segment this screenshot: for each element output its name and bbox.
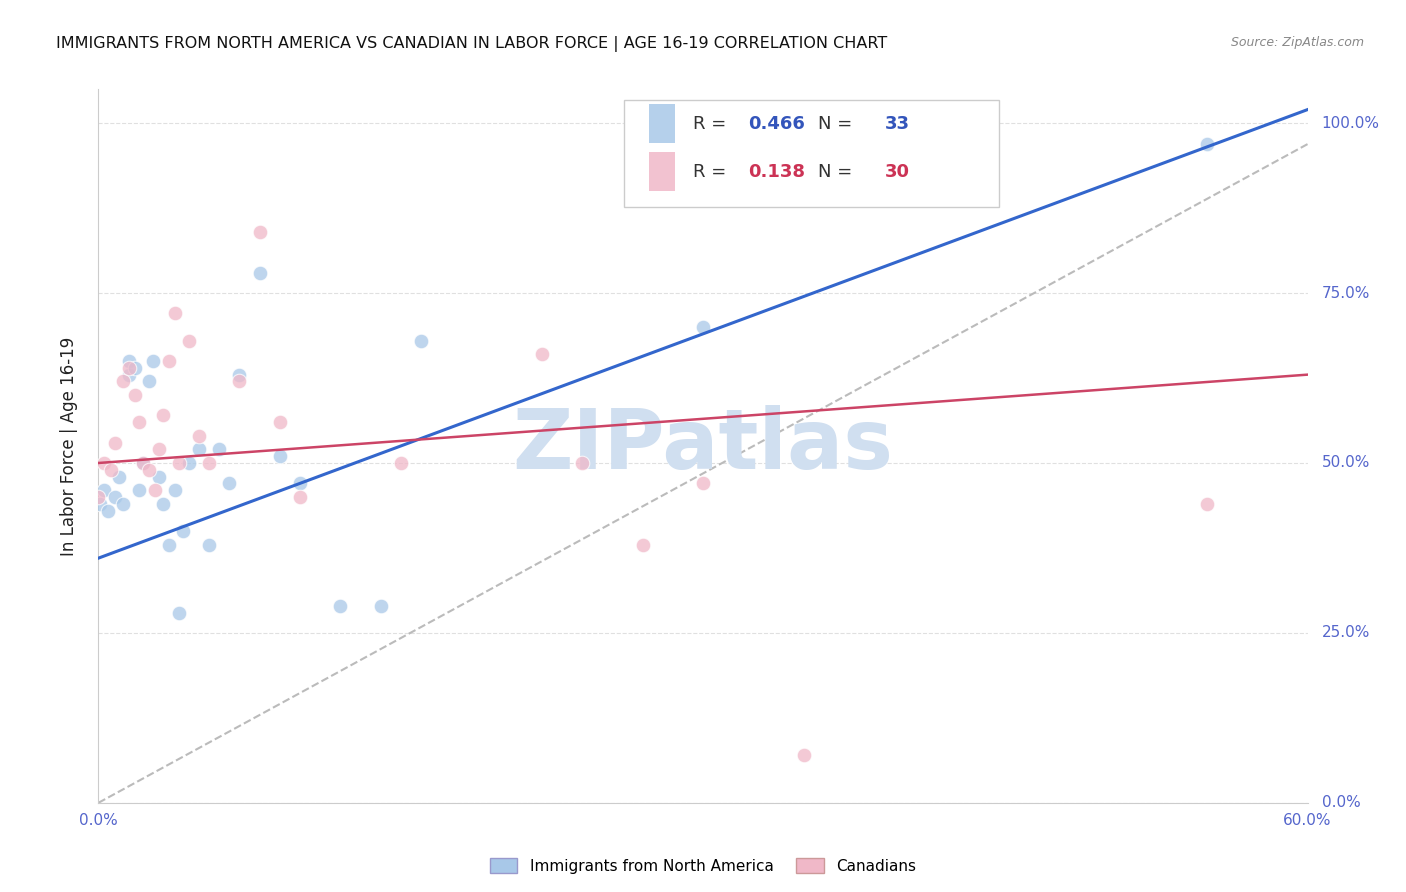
Text: 50.0%: 50.0% — [1322, 456, 1369, 470]
Point — [249, 266, 271, 280]
Point — [163, 483, 186, 498]
Point — [128, 415, 150, 429]
Point — [370, 599, 392, 613]
Point — [152, 497, 174, 511]
Point — [329, 599, 352, 613]
Point — [172, 524, 194, 538]
Point — [177, 334, 201, 348]
Text: N =: N = — [818, 115, 858, 133]
Text: 100.0%: 100.0% — [1322, 116, 1379, 131]
Y-axis label: In Labor Force | Age 16-19: In Labor Force | Age 16-19 — [59, 336, 77, 556]
Text: IMMIGRANTS FROM NORTH AMERICA VS CANADIAN IN LABOR FORCE | AGE 16-19 CORRELATION: IMMIGRANTS FROM NORTH AMERICA VS CANADIA… — [56, 36, 887, 52]
Point — [228, 375, 250, 389]
Point — [107, 469, 129, 483]
Point — [142, 354, 165, 368]
Text: R =: R = — [693, 162, 733, 181]
Text: 25.0%: 25.0% — [1322, 625, 1369, 640]
Point — [103, 490, 125, 504]
Point — [148, 469, 170, 483]
Point — [152, 409, 174, 423]
Text: Source: ZipAtlas.com: Source: ZipAtlas.com — [1230, 36, 1364, 49]
Point — [103, 435, 125, 450]
Legend: Immigrants from North America, Canadians: Immigrants from North America, Canadians — [484, 852, 922, 880]
Point — [389, 456, 412, 470]
Point — [198, 537, 221, 551]
Point — [157, 354, 180, 368]
Point — [218, 476, 240, 491]
Point — [111, 497, 134, 511]
Point — [118, 368, 141, 382]
Text: R =: R = — [693, 115, 733, 133]
Point — [157, 537, 180, 551]
Point — [118, 354, 141, 368]
Text: 0.0%: 0.0% — [1322, 796, 1361, 810]
Point — [124, 388, 146, 402]
Point — [269, 415, 291, 429]
Point — [163, 306, 186, 320]
Point — [93, 456, 115, 470]
Text: 33: 33 — [884, 115, 910, 133]
Point — [269, 449, 291, 463]
Point — [631, 537, 654, 551]
Point — [87, 490, 110, 504]
Point — [409, 334, 432, 348]
Text: 30: 30 — [884, 162, 910, 181]
Point — [97, 503, 120, 517]
FancyBboxPatch shape — [624, 100, 1000, 207]
Text: N =: N = — [818, 162, 858, 181]
Point — [132, 456, 155, 470]
Point — [249, 225, 271, 239]
Point — [89, 497, 111, 511]
Point — [692, 320, 714, 334]
Point — [93, 483, 115, 498]
Point — [198, 456, 221, 470]
Point — [118, 360, 141, 375]
Point — [100, 463, 122, 477]
FancyBboxPatch shape — [648, 104, 675, 144]
Point — [138, 375, 160, 389]
Point — [177, 456, 201, 470]
Text: ZIPatlas: ZIPatlas — [513, 406, 893, 486]
Point — [1195, 497, 1218, 511]
Point — [128, 483, 150, 498]
FancyBboxPatch shape — [648, 153, 675, 192]
Point — [188, 429, 211, 443]
Point — [288, 476, 311, 491]
Point — [571, 456, 593, 470]
Point — [143, 483, 166, 498]
Point — [167, 456, 190, 470]
Point — [288, 490, 311, 504]
Point — [148, 442, 170, 457]
Point — [208, 442, 231, 457]
Point — [132, 456, 155, 470]
Point — [188, 442, 211, 457]
Point — [1195, 136, 1218, 151]
Point — [692, 476, 714, 491]
Point — [167, 606, 190, 620]
Point — [111, 375, 134, 389]
Point — [138, 463, 160, 477]
Point — [793, 748, 815, 763]
Point — [124, 360, 146, 375]
Text: 0.138: 0.138 — [748, 162, 804, 181]
Text: 0.466: 0.466 — [748, 115, 804, 133]
Text: 75.0%: 75.0% — [1322, 285, 1369, 301]
Point — [228, 368, 250, 382]
Point — [530, 347, 553, 361]
